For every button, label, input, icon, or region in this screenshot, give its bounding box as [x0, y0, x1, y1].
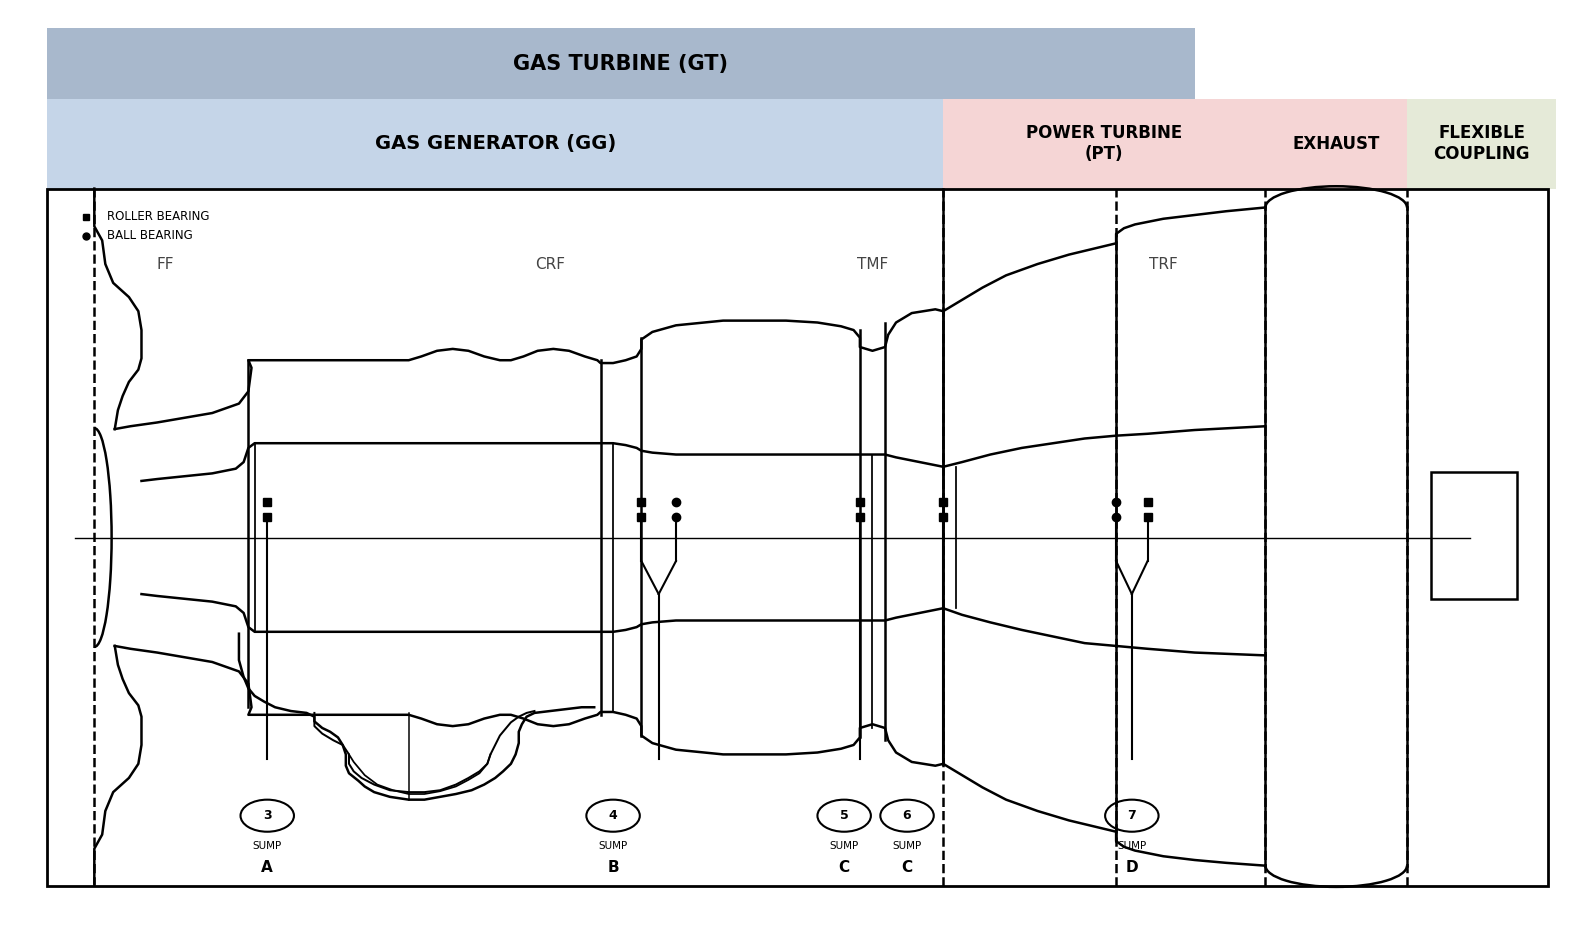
Text: C: C	[901, 860, 913, 875]
Text: FF: FF	[156, 256, 174, 272]
Text: ROLLER BEARING: ROLLER BEARING	[107, 210, 209, 223]
Text: POWER TURBINE
(PT): POWER TURBINE (PT)	[1027, 124, 1182, 163]
Text: SUMP: SUMP	[893, 841, 921, 851]
Text: 4: 4	[608, 809, 618, 822]
Bar	[1407, 99, 1556, 189]
Text: TRF: TRF	[1149, 256, 1177, 272]
Bar	[1431, 472, 1517, 599]
Bar	[943, 99, 1265, 189]
Text: SUMP: SUMP	[1118, 841, 1146, 851]
Text: 6: 6	[902, 809, 912, 822]
Text: TMF: TMF	[857, 256, 888, 272]
Text: SUMP: SUMP	[599, 841, 627, 851]
Text: A: A	[261, 860, 274, 875]
Text: 5: 5	[839, 809, 849, 822]
Bar	[47, 99, 943, 189]
Text: 7: 7	[1127, 809, 1137, 822]
Bar	[47, 189, 1548, 886]
Bar	[1265, 99, 1407, 189]
Text: D: D	[1126, 860, 1138, 875]
Text: CRF: CRF	[534, 256, 566, 272]
Text: SUMP: SUMP	[253, 841, 281, 851]
Text: GAS TURBINE (GT): GAS TURBINE (GT)	[514, 54, 728, 74]
Text: SUMP: SUMP	[830, 841, 858, 851]
Text: 3: 3	[263, 809, 272, 822]
Text: EXHAUST: EXHAUST	[1292, 135, 1380, 153]
Text: FLEXIBLE
COUPLING: FLEXIBLE COUPLING	[1434, 124, 1530, 163]
Text: BALL BEARING: BALL BEARING	[107, 229, 193, 242]
Bar	[47, 28, 1195, 99]
Text: GAS GENERATOR (GG): GAS GENERATOR (GG)	[374, 134, 616, 154]
Text: C: C	[838, 860, 850, 875]
Text: B: B	[607, 860, 619, 875]
